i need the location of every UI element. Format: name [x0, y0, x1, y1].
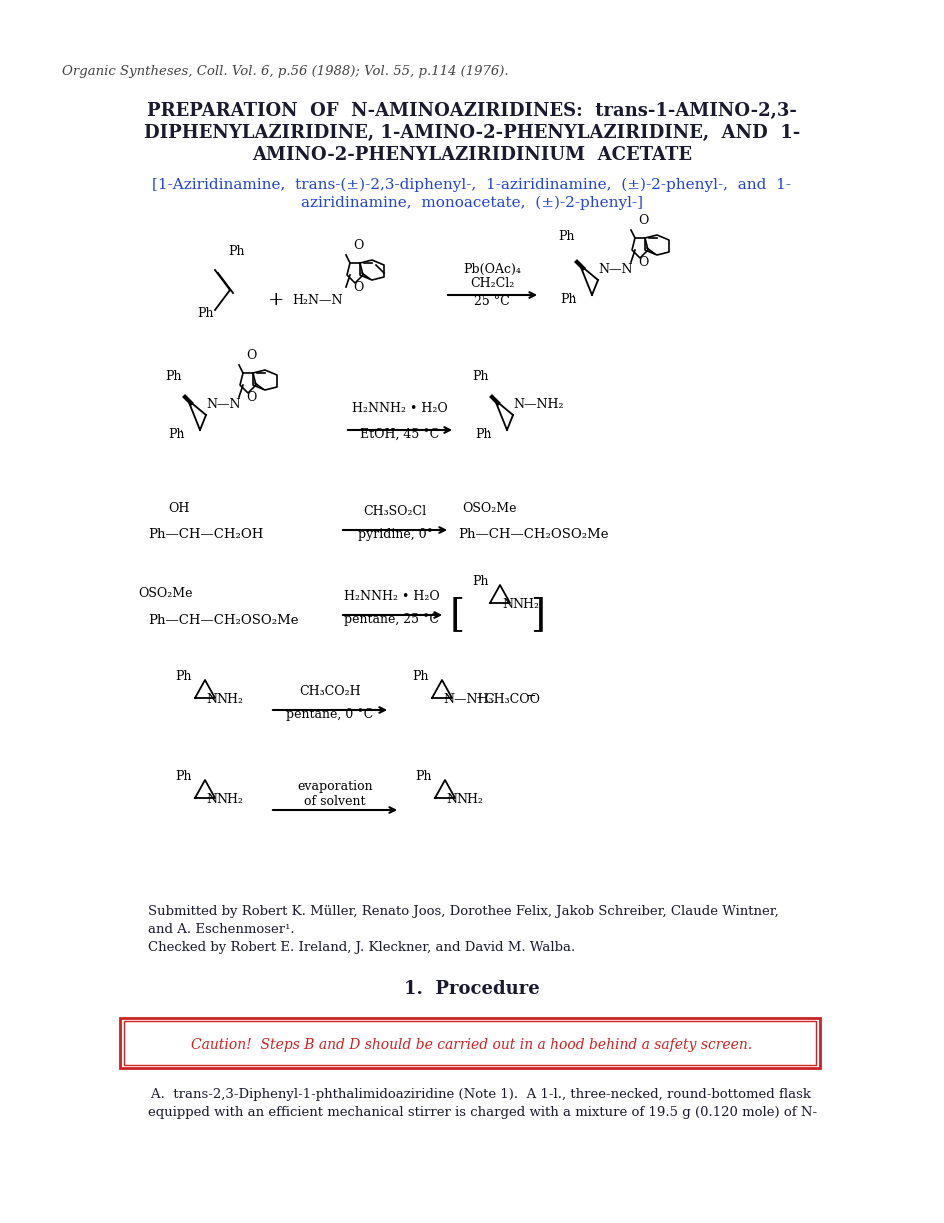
Text: and A. Eschenmoser¹.: and A. Eschenmoser¹. [148, 923, 295, 936]
Text: OH: OH [168, 501, 189, 515]
Text: H₂N—N: H₂N—N [292, 294, 342, 307]
Text: ': ' [571, 294, 574, 303]
Text: NH₂: NH₂ [216, 793, 243, 806]
Text: pentane, 25 °C: pentane, 25 °C [345, 613, 439, 626]
Text: Ph: Ph [412, 670, 428, 682]
Text: A.  trans-2,3-Diphenyl-1-phthalimidoaziridine (Note 1).  A 1-l., three-necked, r: A. trans-2,3-Diphenyl-1-phthalimidoaziri… [133, 1088, 810, 1101]
Text: O: O [637, 256, 648, 269]
Text: [: [ [449, 597, 464, 634]
Text: Ph: Ph [175, 770, 192, 783]
Text: Ph: Ph [196, 307, 213, 320]
Text: of solvent: of solvent [304, 795, 365, 808]
Text: Checked by Robert E. Ireland, J. Kleckner, and David M. Walba.: Checked by Robert E. Ireland, J. Kleckne… [148, 940, 575, 954]
Text: Ph—CH—CH₂OH: Ph—CH—CH₂OH [148, 528, 263, 542]
Text: Ph: Ph [471, 371, 488, 383]
Text: CH₃SO₂Cl: CH₃SO₂Cl [363, 505, 426, 519]
Text: PREPARATION  OF  N-AMINOAZIRIDINES:  trans-1-AMINO-2,3-: PREPARATION OF N-AMINOAZIRIDINES: trans-… [147, 102, 796, 120]
Text: AMINO-2-PHENYLAZIRIDINIUM  ACETATE: AMINO-2-PHENYLAZIRIDINIUM ACETATE [252, 146, 691, 164]
Text: N: N [501, 598, 513, 612]
Text: Caution!  Steps B and D should be carried out in a hood behind a safety screen.: Caution! Steps B and D should be carried… [192, 1038, 751, 1052]
Text: O: O [637, 214, 648, 227]
Text: NH₂: NH₂ [456, 793, 482, 806]
Text: H₂NNH₂ • H₂O: H₂NNH₂ • H₂O [344, 589, 439, 603]
Text: H₂NNH₂ • H₂O: H₂NNH₂ • H₂O [352, 402, 447, 415]
Text: Ph: Ph [557, 230, 574, 243]
Text: NH₂: NH₂ [216, 693, 243, 706]
Text: pyridine, 0°: pyridine, 0° [357, 528, 432, 541]
FancyBboxPatch shape [120, 1018, 819, 1068]
Text: ': ' [486, 429, 489, 438]
FancyBboxPatch shape [124, 1021, 815, 1065]
Text: CH₃COO: CH₃COO [483, 693, 539, 706]
Text: Ph: Ph [560, 294, 576, 306]
Text: CH₂Cl₂: CH₂Cl₂ [469, 276, 514, 290]
Text: O: O [353, 281, 363, 294]
Text: Ph—CH—CH₂OSO₂Me: Ph—CH—CH₂OSO₂Me [458, 528, 608, 542]
Text: +: + [476, 693, 483, 702]
Text: N: N [446, 793, 457, 806]
Text: Ph: Ph [175, 670, 192, 682]
Text: 25 °C: 25 °C [474, 295, 510, 308]
Text: N—NH₂: N—NH₂ [513, 397, 563, 411]
Text: N: N [206, 693, 217, 706]
Text: evaporation: evaporation [296, 780, 373, 793]
Text: O: O [245, 349, 256, 362]
Text: Ph: Ph [228, 245, 244, 258]
Text: +: + [268, 291, 284, 309]
Text: aziridinamine,  monoacetate,  (±)-2-phenyl-]: aziridinamine, monoacetate, (±)-2-phenyl… [301, 196, 642, 210]
Text: O: O [245, 391, 256, 404]
Text: N—N: N—N [598, 263, 632, 276]
Text: equipped with an efficient mechanical stirrer is charged with a mixture of 19.5 : equipped with an efficient mechanical st… [148, 1106, 817, 1119]
Text: N—NH₃: N—NH₃ [443, 693, 493, 706]
Text: OSO₂Me: OSO₂Me [462, 501, 516, 515]
Text: Ph: Ph [168, 428, 184, 442]
Text: Ph: Ph [475, 428, 491, 442]
Text: DIPHENYLAZIRIDINE, 1-AMINO-2-PHENYLAZIRIDINE,  AND  1-: DIPHENYLAZIRIDINE, 1-AMINO-2-PHENYLAZIRI… [143, 124, 800, 142]
Text: ': ' [179, 429, 182, 438]
Text: EtOH, 45 °C: EtOH, 45 °C [360, 428, 439, 442]
Text: OSO₂Me: OSO₂Me [138, 587, 193, 600]
Text: Ph: Ph [471, 575, 488, 588]
Text: Submitted by Robert K. Müller, Renato Joos, Dorothee Felix, Jakob Schreiber, Cla: Submitted by Robert K. Müller, Renato Jo… [148, 905, 778, 918]
Text: O: O [353, 238, 363, 252]
Text: [1-Aziridinamine,  trans-(±)-2,3-diphenyl-,  1-aziridinamine,  (±)-2-phenyl-,  a: [1-Aziridinamine, trans-(±)-2,3-diphenyl… [152, 179, 791, 192]
Text: N—N: N—N [206, 397, 240, 411]
Text: pentane, 0 °C: pentane, 0 °C [286, 708, 373, 722]
Text: CH₃CO₂H: CH₃CO₂H [299, 685, 361, 698]
Text: Ph: Ph [414, 770, 431, 783]
Text: N: N [206, 793, 217, 806]
Text: Organic Syntheses, Coll. Vol. 6, p.56 (1988); Vol. 55, p.114 (1976).: Organic Syntheses, Coll. Vol. 6, p.56 (1… [62, 65, 508, 78]
Text: −: − [526, 690, 536, 703]
Text: ]: ] [530, 597, 545, 634]
Text: NH₂: NH₂ [512, 598, 538, 612]
Text: 1.  Procedure: 1. Procedure [404, 980, 539, 998]
Text: Ph—CH—CH₂OSO₂Me: Ph—CH—CH₂OSO₂Me [148, 614, 298, 626]
Text: Pb(OAc)₄: Pb(OAc)₄ [463, 263, 520, 276]
Text: Ph: Ph [165, 371, 181, 383]
